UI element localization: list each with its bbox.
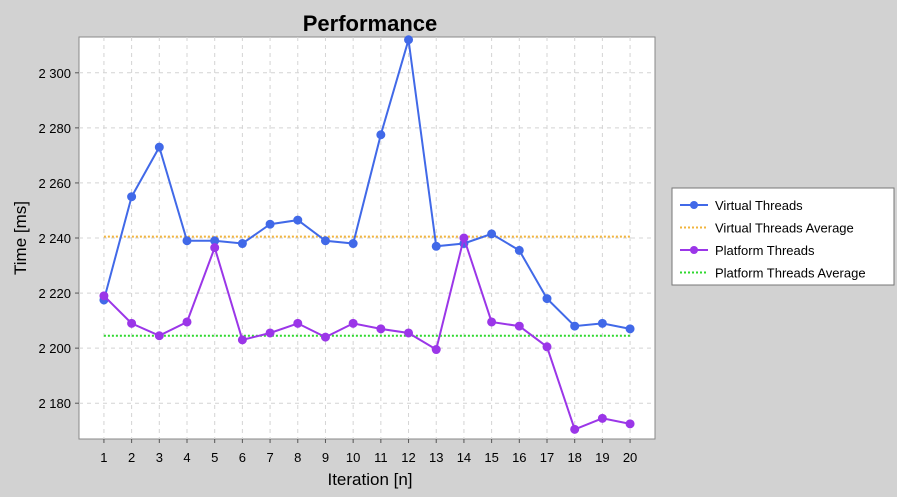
platform-threads-point [154,331,164,341]
x-tick-label: 13 [429,450,443,465]
platform-threads-point [625,419,635,429]
platform-threads-point [320,332,330,342]
virtual-threads-point [542,294,552,304]
legend-label-virtual-threads-average: Virtual Threads Average [715,221,854,236]
virtual-threads-point [376,130,386,140]
virtual-threads-point [127,192,137,202]
x-tick-label: 19 [595,450,609,465]
platform-threads-point [404,328,414,338]
x-tick-label: 17 [540,450,554,465]
x-tick-label: 15 [484,450,498,465]
platform-threads-point [542,342,552,352]
virtual-threads-point [320,236,330,246]
legend-label-platform-threads: Platform Threads [715,243,815,258]
x-tick-label: 5 [211,450,218,465]
x-tick-label: 16 [512,450,526,465]
platform-threads-point [265,328,275,338]
x-tick-label: 9 [322,450,329,465]
platform-threads-point [237,335,247,345]
y-tick-label: 2 280 [38,121,71,136]
legend-marker-platform-threads [690,246,698,254]
platform-threads-point [293,318,303,328]
virtual-threads-point [348,239,358,249]
y-tick-label: 2 180 [38,396,71,411]
x-tick-label: 4 [183,450,190,465]
legend: Virtual Threads Virtual Threads Average Pl… [671,187,895,286]
platform-threads-point [597,413,607,423]
virtual-threads-point [237,239,247,249]
virtual-threads-point [597,318,607,328]
platform-threads-point [487,317,497,327]
virtual-threads-point [293,215,303,225]
x-tick-label: 11 [374,450,388,465]
platform-threads-point [514,321,524,331]
virtual-threads-point [265,219,275,229]
y-tick-label: 2 240 [38,231,71,246]
platform-threads-point [99,291,109,301]
x-tick-label: 18 [567,450,581,465]
platform-threads-point [348,318,358,328]
y-tick-label: 2 200 [38,341,71,356]
legend-label-platform-threads-average: Platform Threads Average [715,266,866,281]
x-axis-label: Iteration [n] [327,470,412,489]
y-tick-label: 2 260 [38,176,71,191]
y-axis-label: Time [ms] [11,201,30,275]
x-tick-label: 20 [623,450,637,465]
x-tick-label: 10 [346,450,360,465]
platform-threads-line [103,234,631,431]
platform-threads-point [182,317,192,327]
chart-title: Performance [303,11,438,36]
legend-box [671,187,895,286]
x-tick-label: 3 [156,450,163,465]
series-layer [99,35,635,434]
virtual-threads-line [102,39,631,330]
virtual-threads-point [431,241,441,251]
x-tick-label: 12 [401,450,415,465]
platform-threads-point [127,318,137,328]
platform-threads-point [376,324,386,334]
virtual-threads-point [625,324,635,334]
platform-threads-point [459,233,469,243]
legend-label-virtual-threads: Virtual Threads [715,198,803,213]
y-tick-label: 2 300 [38,66,71,81]
x-tick-label: 14 [457,450,471,465]
platform-threads-point [210,243,220,253]
virtual-threads-point [404,35,414,45]
virtual-threads-point [514,245,524,255]
virtual-threads-point [182,236,192,246]
x-tick-label: 2 [128,450,135,465]
platform-threads-point [570,424,580,434]
platform-threads-point [431,345,441,355]
x-tick-label: 8 [294,450,301,465]
virtual-threads-point [487,229,497,239]
virtual-threads-point [570,321,580,331]
y-tick-label: 2 220 [38,286,71,301]
x-tick-label: 1 [100,450,107,465]
x-tick-label: 6 [239,450,246,465]
virtual-threads-point [154,142,164,152]
x-tick-label: 7 [266,450,273,465]
legend-marker-virtual-threads [690,201,698,209]
